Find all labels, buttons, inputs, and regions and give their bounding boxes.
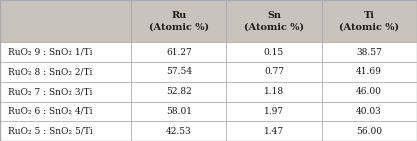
Bar [131,82,226,102]
Text: RuO₂ 5 : SnO₂ 5/Ti: RuO₂ 5 : SnO₂ 5/Ti [8,127,93,136]
Text: 38.57: 38.57 [356,48,382,57]
Text: Sn
(Atomic %): Sn (Atomic %) [244,11,304,32]
Bar [226,82,322,102]
Text: RuO₂ 7 : SnO₂ 3/Ti: RuO₂ 7 : SnO₂ 3/Ti [8,87,92,96]
Text: Ti
(Atomic %): Ti (Atomic %) [339,11,399,32]
Bar [0,62,131,82]
Bar [131,42,226,62]
Bar [226,62,322,82]
Text: 46.00: 46.00 [356,87,382,96]
Text: 57.54: 57.54 [166,67,192,76]
Bar [322,0,417,42]
Text: 56.00: 56.00 [356,127,382,136]
Text: 1.97: 1.97 [264,107,284,116]
Text: RuO₂ 6 : SnO₂ 4/Ti: RuO₂ 6 : SnO₂ 4/Ti [8,107,93,116]
Bar [226,0,322,42]
Bar [131,62,226,82]
Text: 1.18: 1.18 [264,87,284,96]
Text: Ru
(Atomic %): Ru (Atomic %) [149,11,209,32]
Text: 0.77: 0.77 [264,67,284,76]
Bar [226,42,322,62]
Bar [226,102,322,121]
Text: RuO₂ 9 : SnO₂ 1/Ti: RuO₂ 9 : SnO₂ 1/Ti [8,48,93,57]
Bar [0,42,131,62]
Bar [0,121,131,141]
Bar [131,121,226,141]
Text: 41.69: 41.69 [356,67,382,76]
Bar [0,0,131,42]
Bar [322,82,417,102]
Bar [131,0,226,42]
Text: 40.03: 40.03 [356,107,382,116]
Bar [226,121,322,141]
Text: 52.82: 52.82 [166,87,192,96]
Text: 58.01: 58.01 [166,107,192,116]
Bar [0,102,131,121]
Bar [322,42,417,62]
Text: 42.53: 42.53 [166,127,192,136]
Bar [322,121,417,141]
Bar [322,62,417,82]
Text: 61.27: 61.27 [166,48,192,57]
Bar [0,82,131,102]
Bar [322,102,417,121]
Bar [131,102,226,121]
Text: 0.15: 0.15 [264,48,284,57]
Text: 1.47: 1.47 [264,127,284,136]
Text: RuO₂ 8 : SnO₂ 2/Ti: RuO₂ 8 : SnO₂ 2/Ti [8,67,92,76]
